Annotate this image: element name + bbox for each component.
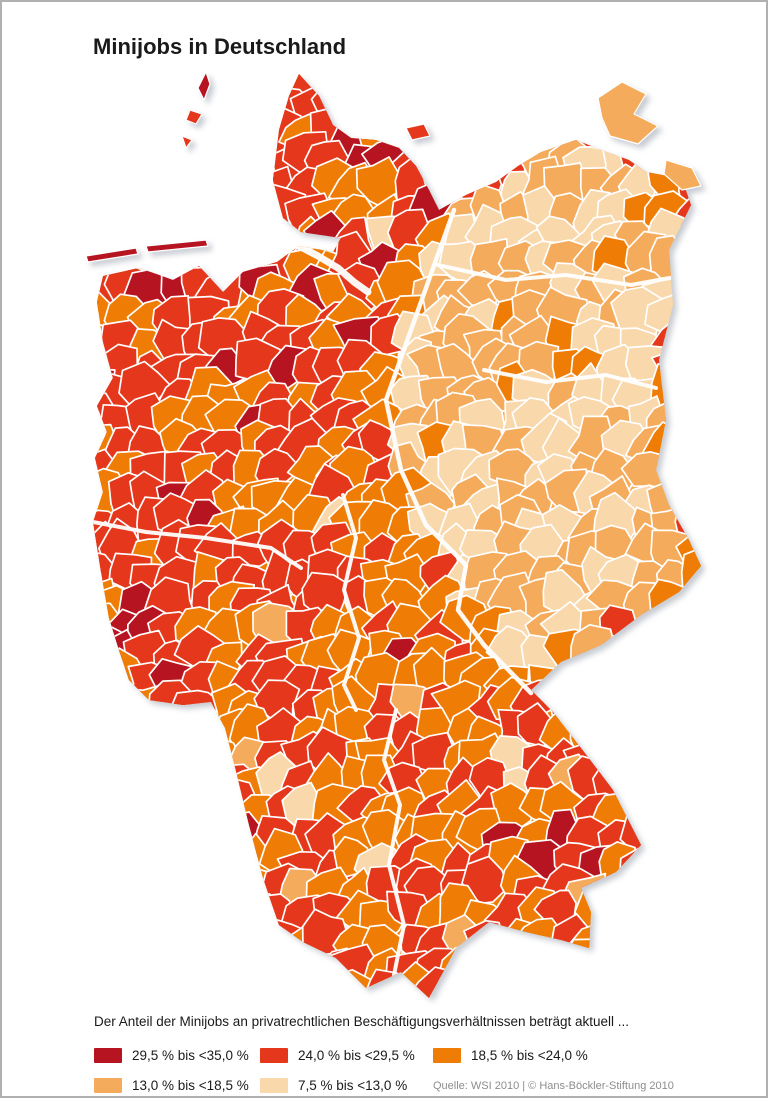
source-note: Quelle: WSI 2010 | © Hans-Böckler-Stiftu… — [433, 1080, 674, 1092]
legend-swatch-dark-red — [94, 1047, 122, 1063]
legend-item-13-to-18-5: 13,0 % bis <18,5 % — [94, 1077, 260, 1093]
legend-label: 24,0 % bis <29,5 % — [298, 1047, 415, 1063]
germany-choropleth-map — [85, 70, 708, 1012]
germany-map-svg — [85, 71, 702, 998]
legend-swatch-orange — [433, 1047, 461, 1063]
legend-label: 29,5 % bis <35,0 % — [132, 1047, 249, 1063]
legend-swatch-light-orange — [94, 1077, 122, 1093]
map-caption: Der Anteil der Minijobs an privatrechtli… — [94, 1014, 630, 1029]
page-title: Minijobs in Deutschland — [93, 33, 347, 59]
legend-item-29-5-to-35: 29,5 % bis <35,0 % — [94, 1047, 260, 1063]
legend-item-7-5-to-13: 7,5 % bis <13,0 % — [260, 1077, 433, 1093]
legend-label: 7,5 % bis <13,0 % — [298, 1077, 408, 1093]
legend-item-24-to-29-5: 24,0 % bis <29,5 % — [260, 1047, 433, 1063]
legend-swatch-peach — [260, 1077, 288, 1093]
legend-swatch-red — [260, 1047, 288, 1063]
legend: 29,5 % bis <35,0 % 24,0 % bis <29,5 % 18… — [94, 1040, 714, 1096]
legend-item-18-5-to-24: 18,5 % bis <24,0 % — [433, 1047, 714, 1063]
legend-label: 18,5 % bis <24,0 % — [471, 1047, 588, 1063]
legend-label: 13,0 % bis <18,5 % — [132, 1077, 249, 1093]
